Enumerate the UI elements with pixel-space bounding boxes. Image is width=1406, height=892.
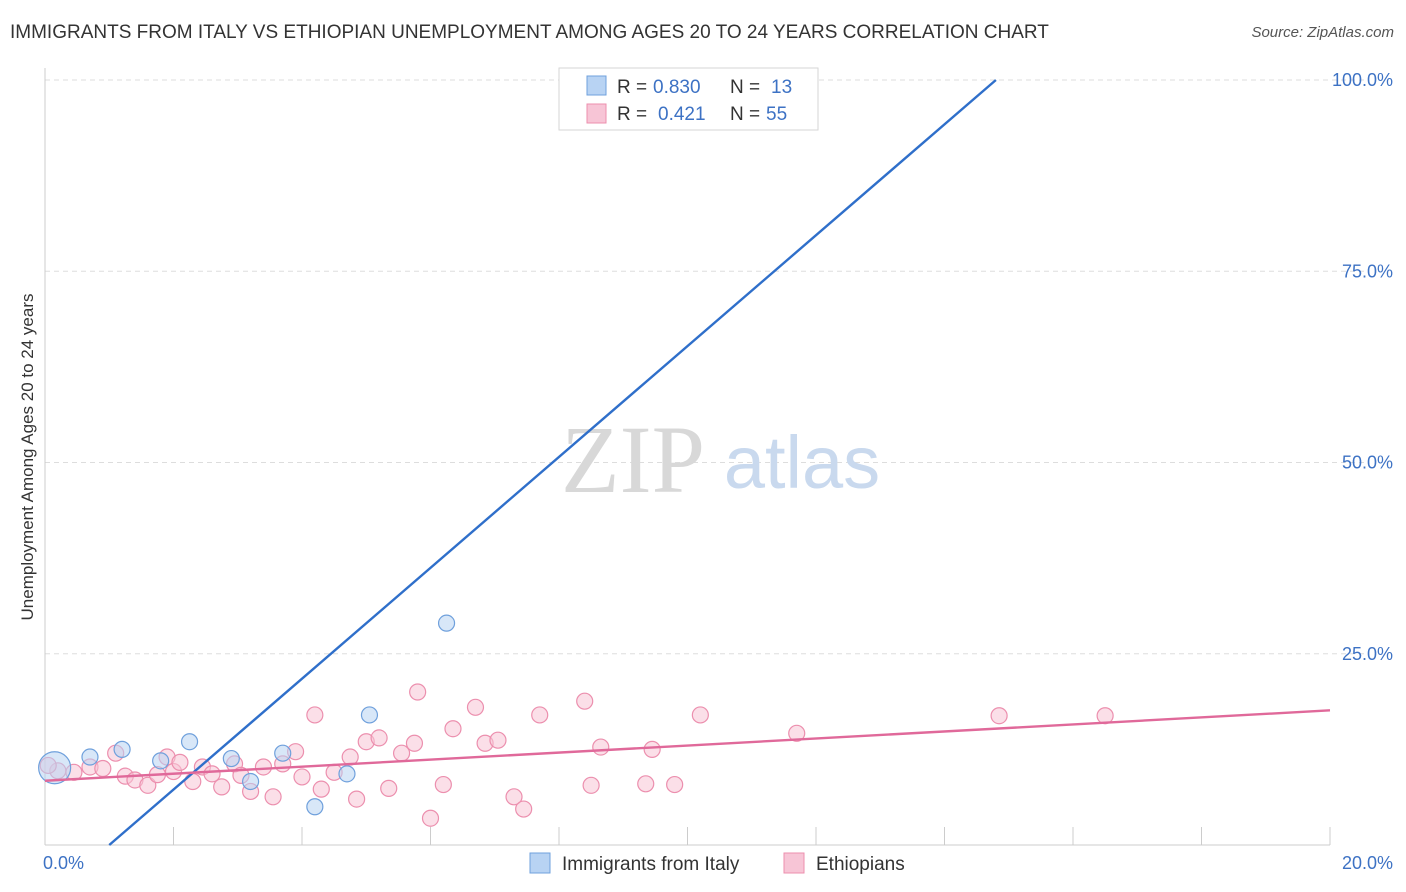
- x-tick-labels: 0.0% 20.0%: [43, 853, 1393, 873]
- italy-point: [338, 765, 356, 783]
- ethiopians-points: [39, 683, 1114, 827]
- ethiopians-point: [264, 788, 282, 806]
- ethiopians-point: [370, 729, 388, 747]
- ethiopians-point: [582, 776, 600, 794]
- legend-eth-n-value: 55: [766, 104, 787, 125]
- y-tick-labels: 25.0% 50.0% 75.0% 100.0%: [1332, 70, 1393, 664]
- ethiopians-point: [515, 800, 533, 818]
- ethiopians-point: [254, 758, 273, 776]
- legend-eth-r-label: R =: [617, 104, 647, 125]
- ethiopians-point: [405, 734, 424, 752]
- italy-point: [81, 748, 99, 766]
- trendlines: [44, 79, 1331, 846]
- italy-point: [38, 751, 72, 785]
- legend-italy-r-value: 0.830: [653, 77, 701, 98]
- legend-eth-swatch: [586, 103, 607, 124]
- legend-italy-r-label: R =: [617, 77, 647, 98]
- ethiopians-point: [139, 776, 157, 794]
- ethiopians-point: [576, 692, 594, 710]
- ethiopians-point: [306, 706, 324, 724]
- legend-italy-n-label: N =: [730, 77, 760, 98]
- italy-trendline: [108, 79, 997, 846]
- italy-point: [113, 740, 131, 758]
- legend-bottom: Immigrants from Italy Ethiopians: [529, 852, 905, 875]
- legend-bottom-italy-swatch: [529, 852, 551, 874]
- watermark: ZIP atlas: [561, 406, 880, 513]
- ethiopians-point: [691, 706, 709, 724]
- legend-bottom-italy-label: Immigrants from Italy: [562, 854, 740, 875]
- italy-point: [180, 733, 199, 751]
- ethiopians-point: [637, 775, 655, 793]
- y-tick-label: 100.0%: [1332, 70, 1393, 90]
- ethiopians-point: [466, 698, 485, 716]
- ethiopians-point: [203, 765, 221, 783]
- y-tick-label: 50.0%: [1342, 453, 1393, 473]
- italy-point: [306, 798, 324, 816]
- ethiopians-point: [213, 778, 231, 796]
- legend-eth-n-label: N =: [730, 104, 760, 125]
- chart-title: IMMIGRANTS FROM ITALY VS ETHIOPIAN UNEMP…: [10, 22, 1049, 43]
- italy-point: [242, 772, 260, 791]
- ethiopians-point: [348, 790, 366, 808]
- ethiopians-point: [489, 731, 507, 749]
- x-tick-label: 20.0%: [1342, 853, 1393, 873]
- watermark-atlas: atlas: [724, 421, 880, 504]
- legend-bottom-eth-label: Ethiopians: [816, 854, 905, 875]
- ethiopians-point: [434, 775, 452, 794]
- ethiopians-point: [171, 753, 189, 771]
- y-tick-label: 75.0%: [1342, 261, 1393, 281]
- ethiopians-point: [421, 809, 440, 827]
- ethiopians-point: [505, 788, 523, 806]
- ethiopians-point: [312, 780, 330, 798]
- legend-bottom-eth-swatch: [783, 852, 805, 874]
- italy-point: [437, 614, 456, 632]
- italy-point: [222, 749, 240, 768]
- italy-point: [274, 744, 292, 762]
- legend-top: R = 0.830 N = 13 R = 0.421 N = 55: [558, 67, 819, 131]
- ethiopians-point: [380, 779, 398, 797]
- legend-eth-r-value: 0.421: [658, 104, 706, 125]
- italy-points: [38, 71, 770, 816]
- legend-italy-n-value: 13: [771, 77, 792, 98]
- ethiopians-point: [184, 772, 202, 791]
- ethiopians-point: [666, 775, 684, 794]
- y-tick-label: 25.0%: [1342, 644, 1393, 664]
- x-tick-label: 0.0%: [43, 853, 84, 873]
- italy-point: [152, 752, 170, 770]
- ethiopians-point: [293, 768, 311, 786]
- ethiopians-point: [788, 724, 806, 742]
- ethiopians-point: [592, 738, 610, 756]
- source-label: Source: ZipAtlas.com: [1251, 24, 1394, 41]
- ethiopians-point: [409, 683, 427, 701]
- italy-point: [360, 706, 379, 724]
- ethiopians-point: [643, 740, 661, 758]
- ethiopians-point: [94, 759, 112, 778]
- ethiopians-point: [990, 707, 1008, 725]
- ethiopians-trendline: [44, 709, 1331, 782]
- watermark-zip: ZIP: [561, 406, 705, 513]
- gridlines: [45, 79, 1365, 655]
- axes: [44, 68, 1331, 846]
- legend-italy-swatch: [586, 75, 607, 96]
- y-axis-title: Unemployment Among Ages 20 to 24 years: [18, 294, 37, 621]
- ethiopians-point: [444, 720, 462, 738]
- ethiopians-point: [531, 706, 549, 724]
